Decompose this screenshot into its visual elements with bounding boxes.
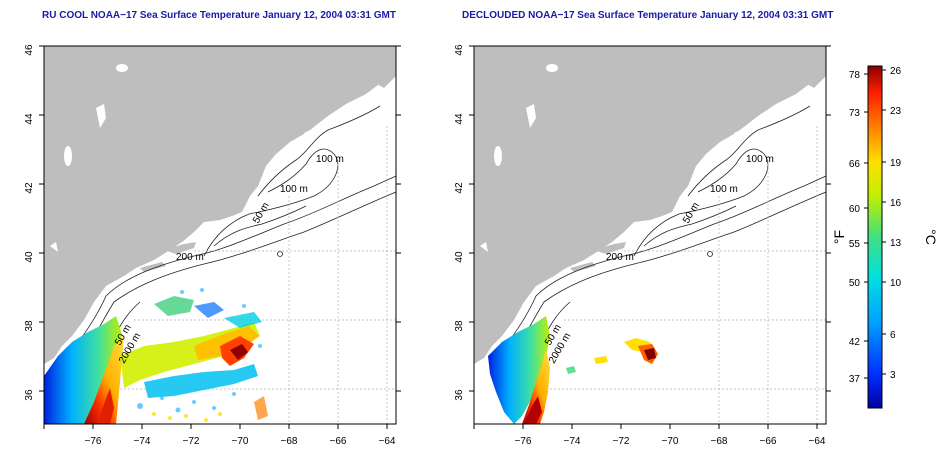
right-lat-tick-36: 36 xyxy=(454,389,465,401)
right-map: 100 m 100 m 50 m 200 m 50 m 2000 m 46 44… xyxy=(454,44,831,447)
left-map-sst-data xyxy=(44,288,268,424)
right-lat-tick-38: 38 xyxy=(454,320,465,332)
colorbar-f-tick-73: 73 xyxy=(849,108,861,119)
left-lat-tick-44: 44 xyxy=(24,113,35,125)
right-map-frame xyxy=(473,45,827,425)
colorbar-c-tick-26: 26 xyxy=(890,66,902,77)
left-map: 100 m 100 m 50 m 200 m 50 m 2000 m 46 44… xyxy=(24,44,401,447)
right-lon-tick-70: −70 xyxy=(662,436,679,447)
colorbar-f-tick-78: 78 xyxy=(849,70,861,81)
left-lat-tick-36: 36 xyxy=(24,389,35,401)
colorbar-f-tick-66: 66 xyxy=(849,159,861,170)
colorbar-f-tick-50: 50 xyxy=(849,278,861,289)
colorbar-gradient xyxy=(867,65,883,409)
left-lat-tick-46: 46 xyxy=(24,44,35,56)
colorbar-c-tick-16: 16 xyxy=(890,198,902,209)
right-lon-tick-72: −72 xyxy=(613,436,630,447)
left-lon-tick-72: −72 xyxy=(183,436,200,447)
right-lon-tick-76: −76 xyxy=(515,436,532,447)
colorbar-f-tick-60: 60 xyxy=(849,204,861,215)
left-lon-tick-64: −64 xyxy=(379,436,396,447)
right-contour-label-200m: 200 m xyxy=(606,252,634,263)
left-map-frame xyxy=(43,45,397,425)
contour-label-100m-a: 100 m xyxy=(316,154,344,165)
left-lon-tick-70: −70 xyxy=(232,436,249,447)
right-map-title: DECLOUDED NOAA−17 Sea Surface Temperatur… xyxy=(462,10,834,21)
left-lon-tick-74: −74 xyxy=(134,436,151,447)
right-lon-tick-74: −74 xyxy=(564,436,581,447)
right-lat-tick-42: 42 xyxy=(454,182,465,194)
right-lon-tick-66: −66 xyxy=(760,436,777,447)
contour-label-200m: 200 m xyxy=(176,252,204,263)
colorbar-c-tick-6: 6 xyxy=(890,330,896,341)
left-lat-tick-38: 38 xyxy=(24,320,35,332)
right-lat-tick-44: 44 xyxy=(454,113,465,125)
left-lat-tick-42: 42 xyxy=(24,182,35,194)
right-contour-label-100m-b: 100 m xyxy=(710,184,738,195)
colorbar-c-tick-23: 23 xyxy=(890,106,902,117)
right-contour-label-100m-a: 100 m xyxy=(746,154,774,165)
right-lat-tick-40: 40 xyxy=(454,251,465,263)
left-lat-tick-40: 40 xyxy=(24,251,35,263)
colorbar-f-tick-55: 55 xyxy=(849,239,861,250)
colorbar-fahrenheit-label: °F xyxy=(831,230,847,244)
left-map-title: RU COOL NOAA−17 Sea Surface Temperature … xyxy=(42,10,396,21)
colorbar-celsius-label: °C xyxy=(923,229,939,245)
left-lon-tick-76: −76 xyxy=(85,436,102,447)
right-lon-tick-68: −68 xyxy=(711,436,728,447)
contour-label-100m-b: 100 m xyxy=(280,184,308,195)
colorbar-c-tick-3: 3 xyxy=(890,370,896,381)
right-map-sst-data xyxy=(488,316,658,424)
colorbar-c-tick-13: 13 xyxy=(890,238,902,249)
colorbar-f-tick-42: 42 xyxy=(849,337,861,348)
colorbar: 78 73 66 60 55 50 42 37 26 23 19 16 13 1… xyxy=(831,65,939,409)
colorbar-c-tick-10: 10 xyxy=(890,278,902,289)
left-lon-tick-68: −68 xyxy=(281,436,298,447)
right-lat-tick-46: 46 xyxy=(454,44,465,56)
colorbar-c-tick-19: 19 xyxy=(890,158,902,169)
right-lon-tick-64: −64 xyxy=(809,436,826,447)
colorbar-f-tick-37: 37 xyxy=(849,374,861,385)
left-lon-tick-66: −66 xyxy=(330,436,347,447)
